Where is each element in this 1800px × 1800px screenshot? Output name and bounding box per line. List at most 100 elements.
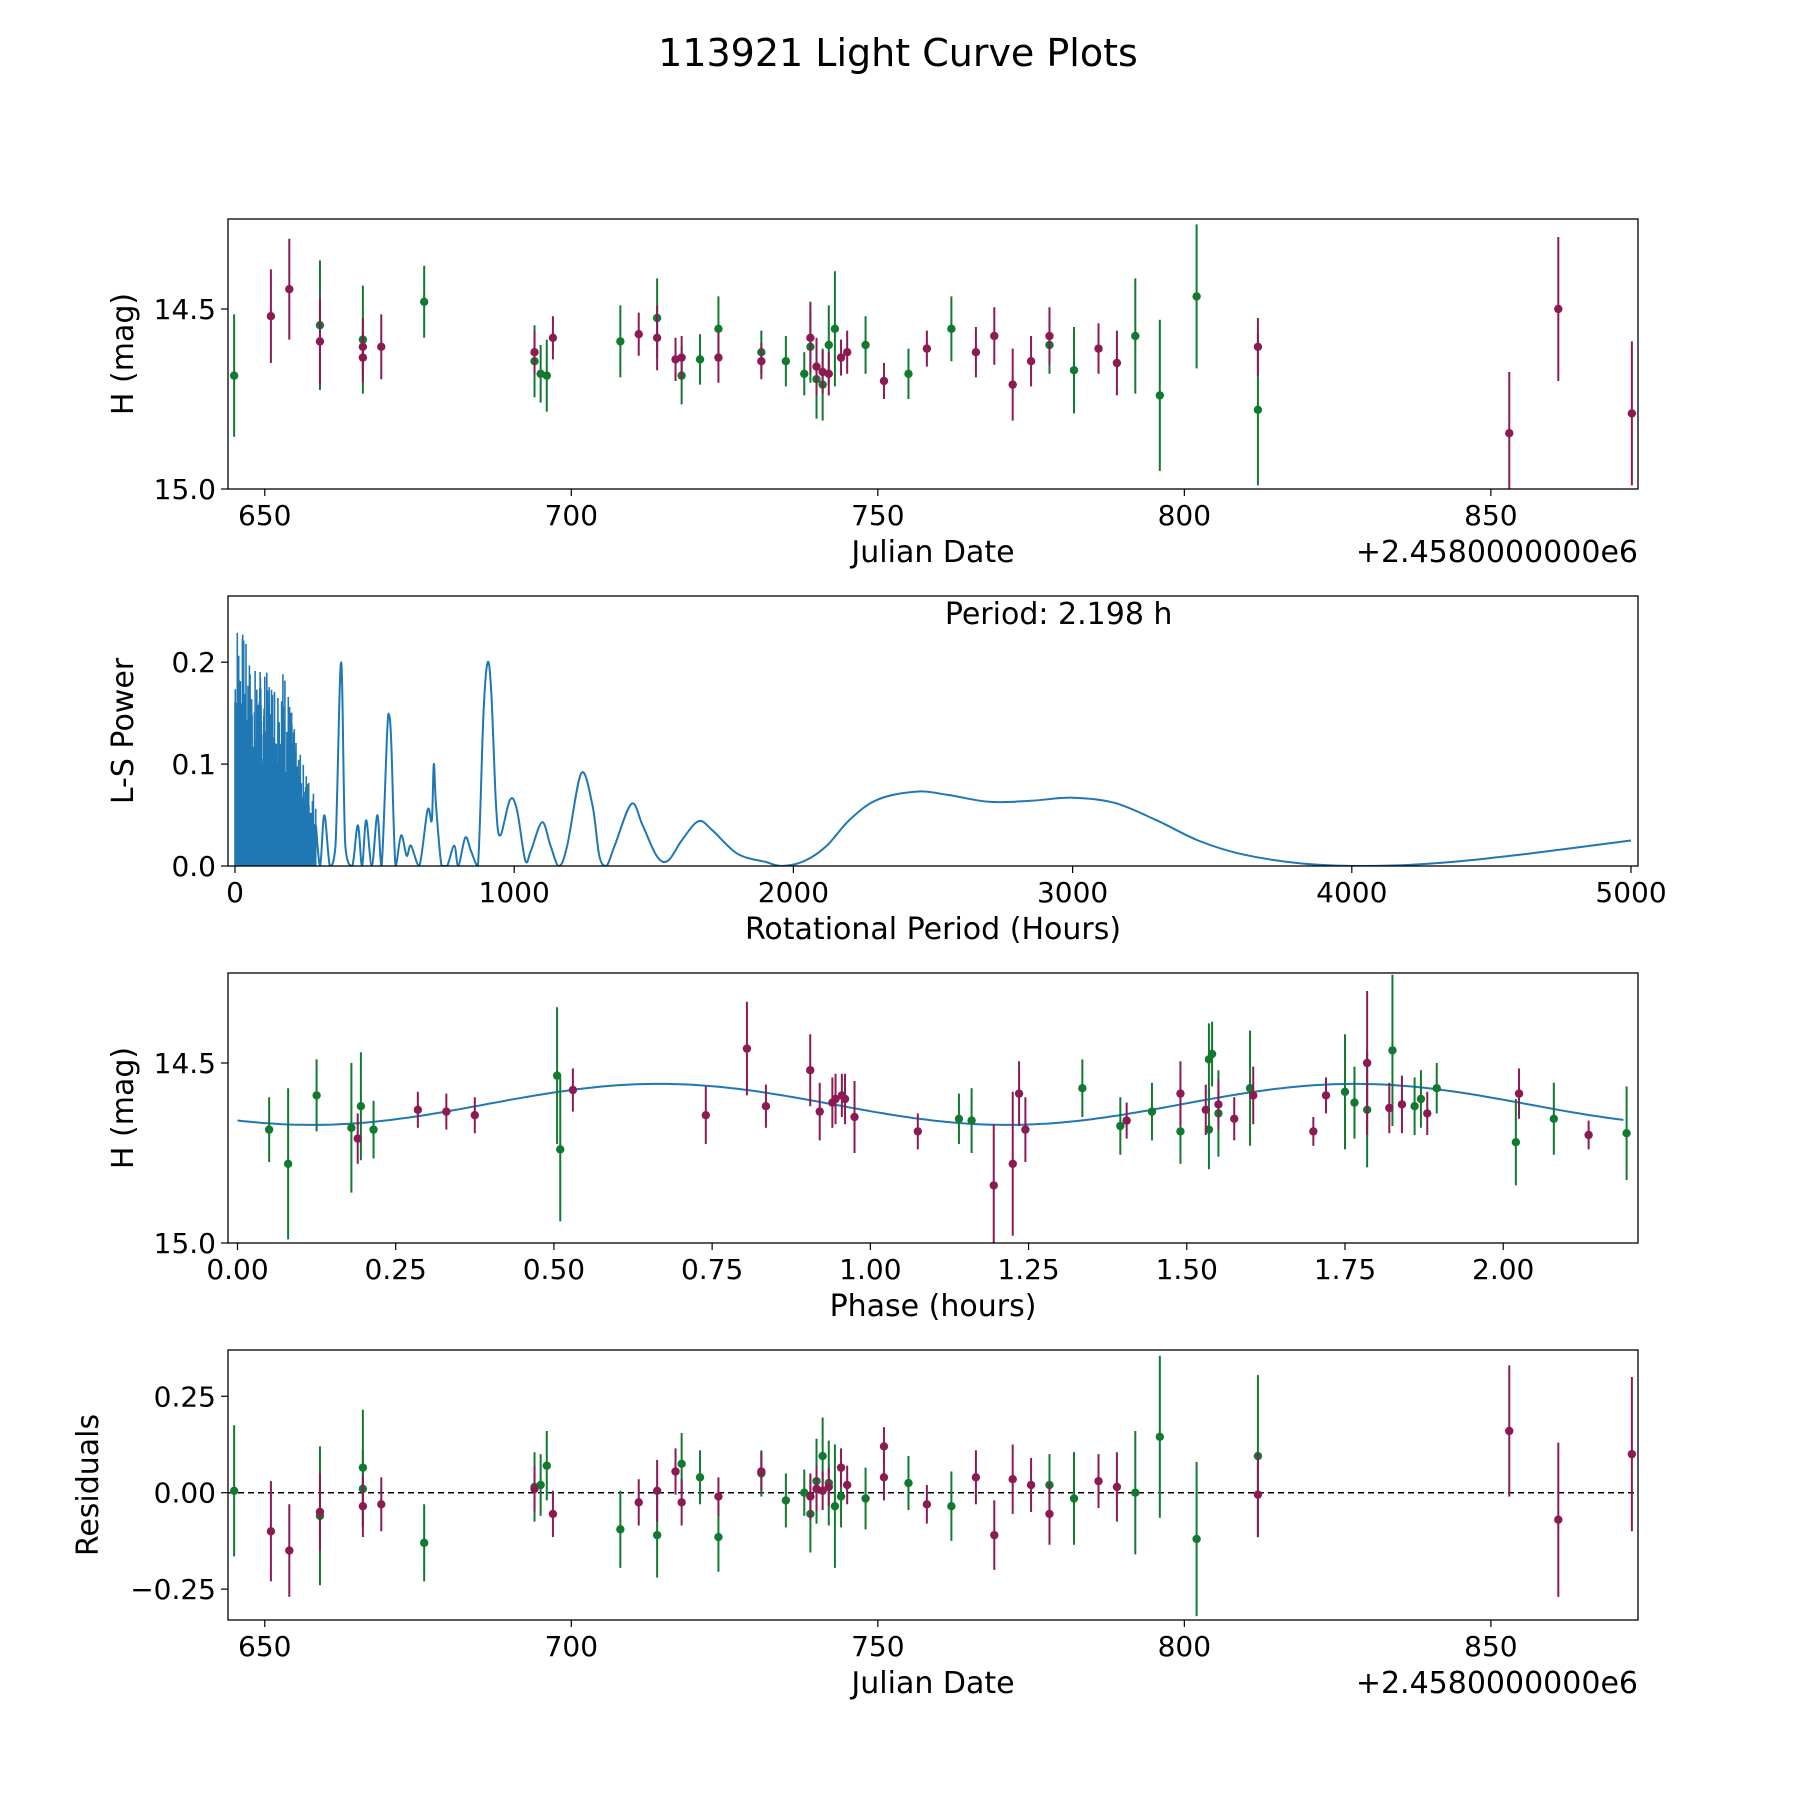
data-point bbox=[836, 1463, 846, 1472]
data-point bbox=[652, 333, 662, 342]
data-point bbox=[714, 353, 723, 362]
plot-area bbox=[234, 632, 1632, 866]
axes-frame bbox=[227, 218, 1639, 490]
data-point bbox=[1385, 1103, 1394, 1113]
data-point bbox=[1112, 358, 1122, 368]
data-point bbox=[761, 1102, 771, 1111]
data-point bbox=[1230, 1114, 1239, 1124]
data-point bbox=[442, 1107, 451, 1116]
data-point bbox=[904, 1478, 913, 1488]
data-point bbox=[842, 1480, 852, 1490]
x-tick-label: 0.50 bbox=[523, 1253, 585, 1286]
data-point bbox=[347, 1123, 356, 1133]
data-point bbox=[358, 1502, 368, 1511]
x-tick-label: 750 bbox=[851, 1630, 904, 1663]
data-point bbox=[556, 1145, 565, 1154]
data-point bbox=[1094, 1476, 1103, 1486]
data-point bbox=[652, 1486, 662, 1495]
data-point bbox=[840, 1094, 850, 1104]
data-point bbox=[1008, 380, 1017, 389]
data-point bbox=[266, 312, 276, 321]
data-point bbox=[369, 1125, 378, 1134]
data-point bbox=[701, 1111, 711, 1120]
data-point bbox=[285, 1546, 294, 1555]
data-point bbox=[757, 357, 766, 366]
data-point bbox=[1131, 331, 1140, 341]
data-point bbox=[1147, 1107, 1157, 1116]
data-point bbox=[695, 355, 705, 364]
data-point bbox=[1014, 1089, 1024, 1098]
data-point bbox=[990, 1530, 999, 1540]
data-point bbox=[1176, 1089, 1185, 1098]
data-point bbox=[1505, 1426, 1514, 1436]
data-point bbox=[1116, 1121, 1125, 1131]
data-point bbox=[861, 1494, 870, 1503]
y-axis-label: H (mag) bbox=[106, 293, 141, 415]
data-point bbox=[266, 1527, 276, 1536]
data-point bbox=[879, 1473, 889, 1482]
data-point bbox=[1078, 1084, 1087, 1093]
data-point bbox=[1069, 366, 1079, 375]
data-point bbox=[1045, 331, 1054, 341]
data-point bbox=[548, 1509, 558, 1519]
data-point bbox=[1008, 1475, 1017, 1484]
data-point bbox=[1309, 1127, 1318, 1136]
data-point bbox=[818, 1486, 827, 1495]
data-point bbox=[1045, 1509, 1054, 1519]
data-point bbox=[315, 1507, 325, 1517]
data-point bbox=[1584, 1130, 1593, 1140]
data-point bbox=[836, 353, 846, 362]
data-point bbox=[1410, 1102, 1419, 1111]
y-axis-label: L-S Power bbox=[106, 657, 141, 804]
x-offset-label: +2.4580000000e6 bbox=[1356, 1666, 1638, 1701]
data-point bbox=[1155, 1432, 1165, 1441]
data-point bbox=[1207, 1049, 1217, 1059]
data-point bbox=[229, 1486, 239, 1495]
data-point bbox=[781, 357, 791, 366]
data-point bbox=[1505, 429, 1514, 438]
data-point bbox=[356, 1102, 366, 1111]
data-point bbox=[419, 1538, 429, 1548]
data-point bbox=[542, 371, 551, 380]
data-point bbox=[229, 371, 239, 380]
data-point bbox=[1249, 1091, 1258, 1100]
data-point bbox=[1192, 292, 1201, 301]
x-tick-label: 1.75 bbox=[1314, 1253, 1376, 1286]
data-point bbox=[824, 369, 833, 378]
x-axis-label: Julian Date bbox=[849, 535, 1014, 570]
y-axis-label: H (mag) bbox=[106, 1047, 141, 1169]
subplot-phase: 0.00 0.25 0.50 0.75 1.00 1.25 1.50 1.75 2.00 15.0… bbox=[106, 972, 1639, 1324]
data-point bbox=[634, 1498, 643, 1507]
x-axis-label: Julian Date bbox=[849, 1666, 1014, 1701]
data-point bbox=[1340, 1087, 1350, 1097]
data-point bbox=[285, 285, 294, 294]
subplot-ls: 0 1000 2000 3000 4000 5000 0.0 0.1 0.2 Rotational… bbox=[106, 595, 1667, 947]
data-point bbox=[1094, 344, 1103, 353]
data-point bbox=[1549, 1114, 1559, 1124]
y-tick-label: 14.5 bbox=[154, 293, 216, 326]
data-point bbox=[831, 1094, 840, 1104]
x-tick-label: 0.00 bbox=[206, 1253, 268, 1286]
data-point bbox=[413, 1105, 423, 1115]
data-point bbox=[812, 362, 821, 371]
data-point bbox=[971, 348, 981, 357]
data-point bbox=[677, 353, 686, 362]
x-tick-label: 2.00 bbox=[1472, 1253, 1534, 1286]
axes-frame bbox=[227, 595, 1639, 867]
data-point bbox=[806, 333, 815, 342]
subplot-lc: 650 700 750 800 850 15.0 14.5 Julian Date H (mag… bbox=[106, 218, 1639, 570]
y-tick-label: 14.5 bbox=[154, 1047, 216, 1080]
data-point bbox=[922, 344, 932, 353]
data-point bbox=[1214, 1100, 1223, 1109]
data-point bbox=[1192, 1534, 1201, 1544]
data-point bbox=[806, 1066, 815, 1075]
data-point bbox=[671, 1467, 680, 1476]
data-point bbox=[377, 1500, 386, 1509]
data-point bbox=[1245, 1084, 1255, 1093]
data-point bbox=[1511, 1138, 1521, 1147]
data-point bbox=[616, 1525, 625, 1534]
data-point bbox=[815, 1107, 824, 1116]
data-point bbox=[971, 1473, 981, 1482]
data-point bbox=[1388, 1046, 1397, 1055]
data-point bbox=[781, 1496, 791, 1505]
